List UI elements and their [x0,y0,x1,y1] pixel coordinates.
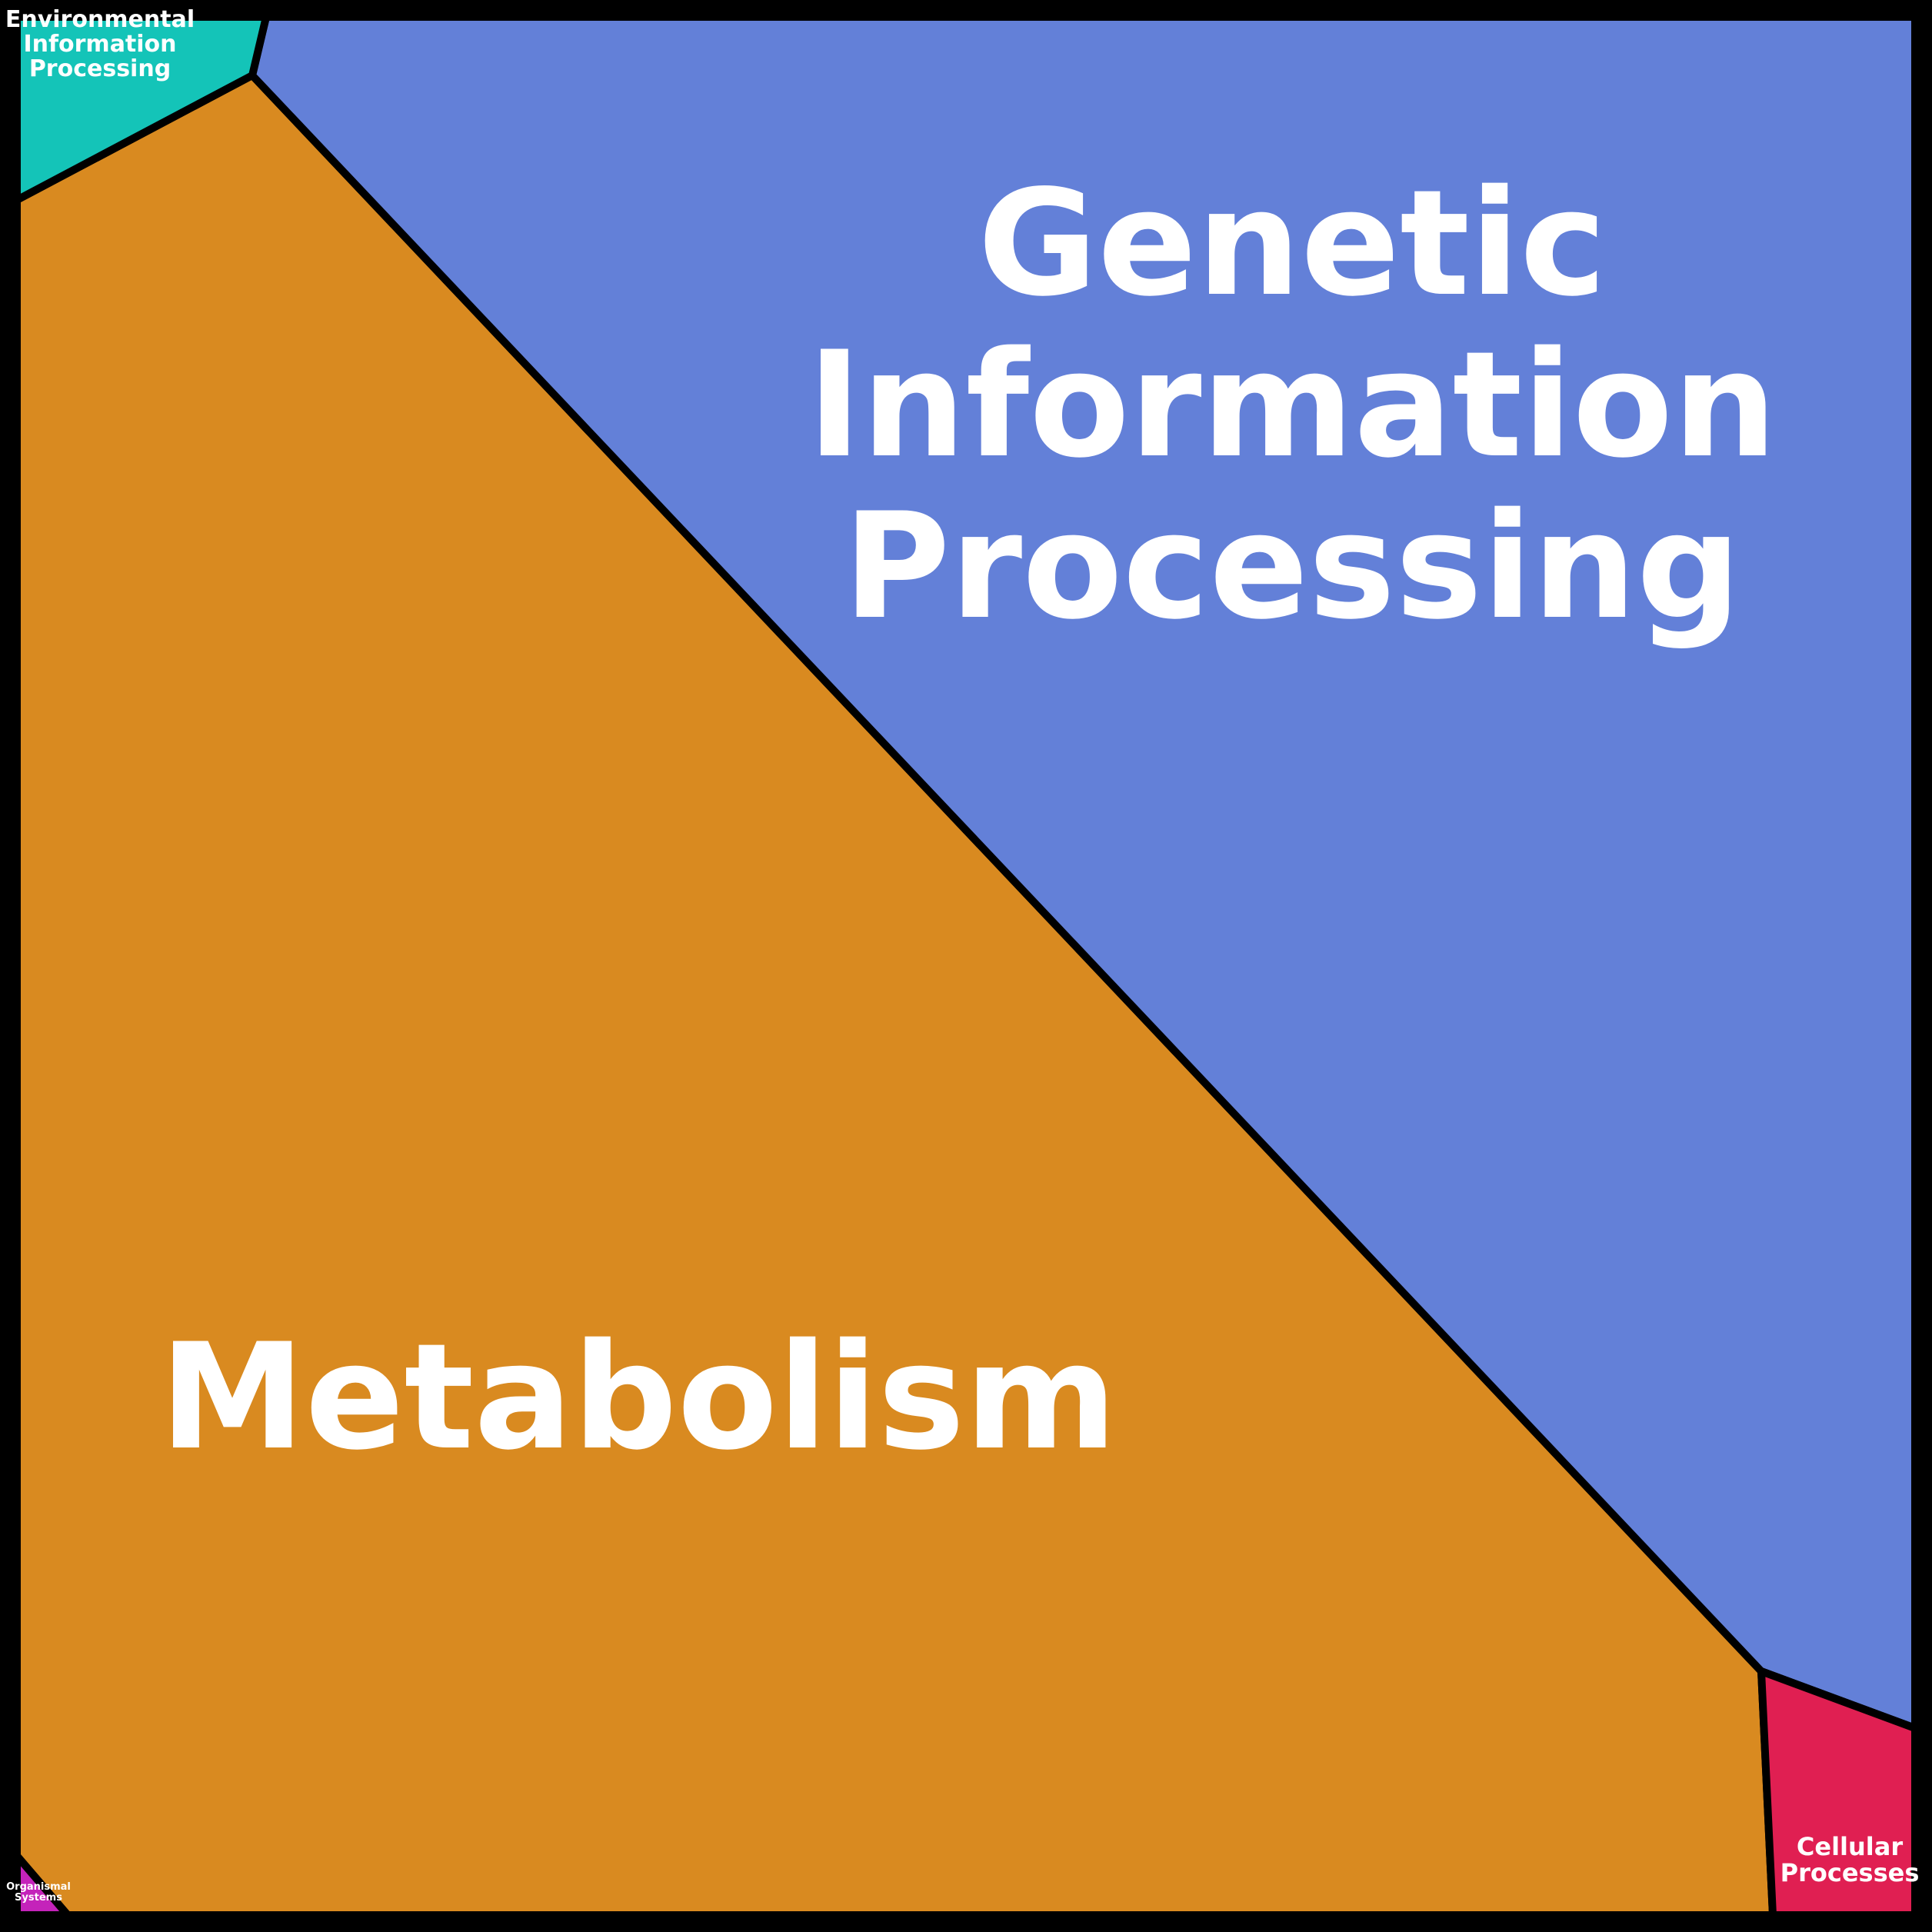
label-metabolism: Metabolism [160,1312,1118,1482]
label-organismal-systems: OrganismalSystems [6,1881,71,1904]
voronoi-treemap: MetabolismGeneticInformationProcessingEn… [0,0,1932,1932]
label-environmental-information-processing: EnvironmentalInformationProcessing [5,6,195,82]
label-cellular-processes: CellularProcesses [1780,1832,1920,1887]
